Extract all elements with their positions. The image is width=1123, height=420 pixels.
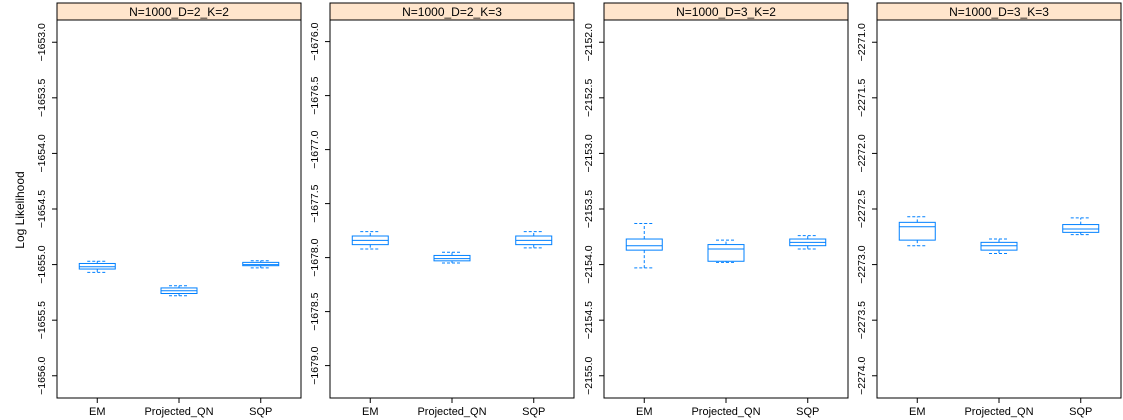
box-body (433, 254, 471, 262)
y-tick-label: −2271.0 (856, 23, 868, 61)
x-tick-label: SQP (1069, 406, 1092, 418)
y-tick-label: −1677.5 (309, 184, 321, 222)
panel-title: N=1000_D=3_K=2 (676, 5, 776, 19)
y-tick-label: −2274.0 (856, 356, 868, 394)
y-tick-label: −1677.0 (309, 130, 321, 168)
y-tick-label: −2154.0 (583, 245, 595, 283)
x-tick-label: Projected_QN (691, 406, 760, 418)
panel-frame (603, 19, 849, 399)
x-tick-label: EM (89, 406, 106, 418)
panel-frame (876, 19, 1122, 399)
panel-4: N=1000_D=3_K=3 −2271.0 −2271.5 −2272.0 −2272… (856, 2, 1122, 418)
box-Projected_QN (160, 285, 198, 297)
box-SQP (242, 260, 280, 269)
box-body (707, 244, 745, 262)
box-SQP (515, 231, 553, 249)
y-tick-label: −1654.0 (36, 134, 48, 172)
x-tick-label: EM (362, 406, 379, 418)
panel-title: N=1000_D=3_K=3 (949, 5, 1049, 19)
box-EM (625, 222, 663, 269)
panels: N=1000_D=2_K=2 −1653.0 −1653.5 −1654.0 −1654… (36, 2, 1122, 418)
y-tick-label: −2155.0 (583, 356, 595, 394)
box-EM (898, 216, 936, 247)
box-body (980, 241, 1018, 251)
box-Projected_QN (433, 251, 471, 264)
y-tick-label: −2271.5 (856, 79, 868, 117)
x-tick-label: SQP (796, 406, 819, 418)
box-body (242, 261, 280, 267)
box-body (625, 238, 663, 251)
panel-title: N=1000_D=2_K=3 (402, 5, 502, 19)
x-tick-label: Projected_QN (144, 406, 213, 418)
x-tick-label: SQP (249, 406, 272, 418)
y-tick-label: −1655.5 (36, 301, 48, 339)
y-tick-label: −2152.5 (583, 79, 595, 117)
panel-frame (56, 19, 302, 399)
box-body (78, 262, 116, 270)
y-tick-label: −1676.0 (309, 22, 321, 60)
x-tick-label: EM (909, 406, 926, 418)
y-tick-label: −1653.5 (36, 79, 48, 117)
y-tick-label: −2152.0 (583, 23, 595, 61)
box-body (898, 221, 936, 241)
y-tick-label: −2273.5 (856, 301, 868, 339)
box-EM (351, 231, 389, 250)
box-SQP (1062, 217, 1100, 236)
y-tick-label: −1678.5 (309, 292, 321, 330)
panel-1: N=1000_D=2_K=2 −1653.0 −1653.5 −1654.0 −1654… (36, 2, 302, 418)
y-tick-label: −2272.0 (856, 134, 868, 172)
y-tick-label: −1678.0 (309, 238, 321, 276)
y-tick-label: −2272.5 (856, 190, 868, 228)
box-SQP (789, 235, 827, 250)
y-tick-label: −2273.0 (856, 245, 868, 283)
y-tick-label: −1656.0 (36, 356, 48, 394)
box-Projected_QN (707, 239, 745, 263)
y-axis-label: Log Likelihood (13, 171, 27, 248)
x-tick-label: Projected_QN (417, 406, 486, 418)
y-tick-label: −2153.5 (583, 190, 595, 228)
panel-3: N=1000_D=3_K=2 −2152.0 −2152.5 −2153.0 −2153… (583, 2, 849, 418)
y-tick-label: −2153.0 (583, 134, 595, 172)
panel-2: N=1000_D=2_K=3 −1676.0 −1676.5 −1677.0 −1677… (309, 2, 575, 418)
x-tick-label: Projected_QN (964, 406, 1033, 418)
box-EM (78, 260, 116, 273)
box-body (1062, 224, 1100, 233)
y-tick-label: −1679.0 (309, 346, 321, 384)
y-tick-label: −1653.0 (36, 23, 48, 61)
y-tick-label: −1654.5 (36, 190, 48, 228)
x-tick-label: EM (636, 406, 653, 418)
x-tick-label: SQP (522, 406, 545, 418)
panel-title: N=1000_D=2_K=2 (129, 5, 229, 19)
y-tick-label: −1676.5 (309, 76, 321, 114)
y-tick-label: −2154.5 (583, 301, 595, 339)
box-Projected_QN (980, 238, 1018, 254)
y-tick-label: −1655.0 (36, 245, 48, 283)
panel-frame (329, 19, 575, 399)
